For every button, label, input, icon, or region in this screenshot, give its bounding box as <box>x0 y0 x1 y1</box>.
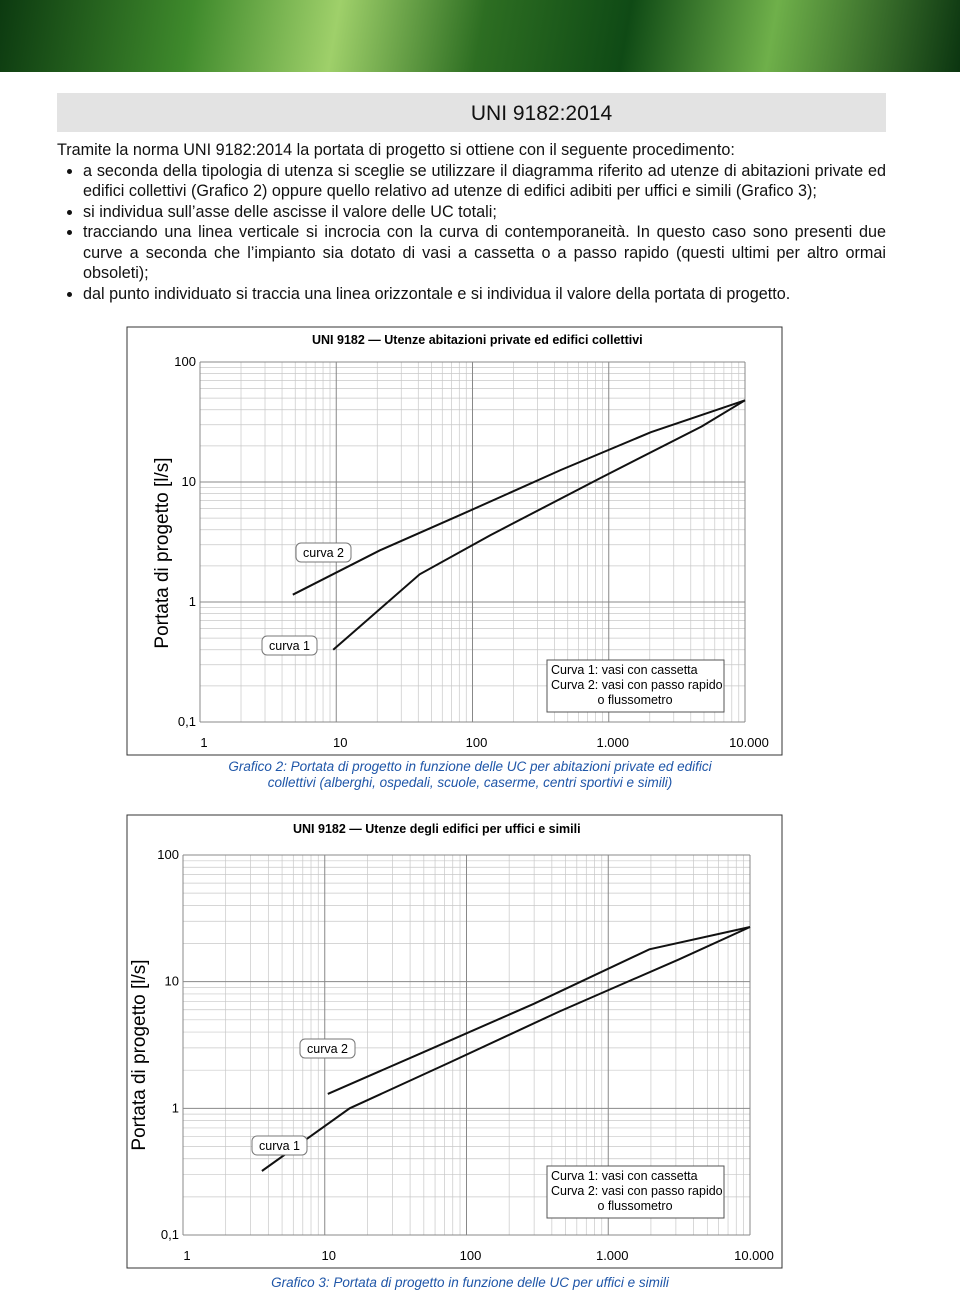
curve-label: curva 1 <box>269 639 310 653</box>
bullet: a seconda della tipologia di utenza si s… <box>83 161 886 202</box>
y-tick-label: 0,1 <box>161 1227 179 1242</box>
curve-label-box <box>299 1038 356 1059</box>
chart-title: UNI 9182 — Utenze abitazioni private ed … <box>312 333 643 347</box>
caption-wrap: Grafico 2: Portata di progetto in funzio… <box>228 759 712 790</box>
bullet: si individua sull’asse delle ascisse il … <box>83 202 886 223</box>
curve-label-box <box>261 635 318 656</box>
legend-box <box>546 659 725 713</box>
bullet: dal punto individuato si traccia una lin… <box>83 284 886 305</box>
y-axis-label: Portata di progetto [l/s] <box>152 457 173 648</box>
curve <box>292 399 746 596</box>
curve <box>261 926 751 1172</box>
y-tick-label: 1 <box>189 594 196 609</box>
x-tick-label: 1 <box>200 735 207 750</box>
y-tick-label: 10 <box>165 974 179 989</box>
legend-text: Curva 1: vasi con cassetta <box>551 1169 698 1183</box>
x-tick-label: 10.000 <box>734 1248 774 1263</box>
curve-label: curva 1 <box>259 1139 300 1153</box>
intro: Tramite la norma UNI 9182:2014 la portat… <box>57 141 735 159</box>
legend-text: Curva 1: vasi con cassetta <box>551 663 698 677</box>
curve-label-box <box>295 542 352 563</box>
legend-box <box>546 1165 725 1219</box>
legend-text: o flussometro <box>597 693 672 707</box>
bullet: tracciando una linea verticale si incroc… <box>83 222 886 284</box>
caption: Grafico 2: Portata di progetto in funzio… <box>228 759 712 790</box>
y-tick-label: 100 <box>174 354 196 369</box>
caption-wrap: Grafico 3: Portata di progetto in funzio… <box>271 1275 669 1290</box>
y-tick-label: 100 <box>157 847 179 862</box>
x-tick-label: 10 <box>333 735 347 750</box>
curve-label: curva 2 <box>307 1042 348 1056</box>
curve <box>332 399 746 651</box>
body-text: Tramite la norma UNI 9182:2014 la portat… <box>57 140 886 304</box>
legend-text: o flussometro <box>597 1199 672 1213</box>
bullet-list: a seconda della tipologia di utenza si s… <box>57 161 886 305</box>
y-axis-label: Portata di progetto [l/s] <box>129 959 150 1150</box>
curve <box>327 926 751 1095</box>
chart-frame <box>126 814 783 1269</box>
banner <box>0 0 960 72</box>
y-tick-label: 1 <box>172 1100 179 1115</box>
x-tick-label: 10 <box>322 1248 336 1263</box>
x-tick-label: 100 <box>460 1248 482 1263</box>
page-title: UNI 9182:2014 <box>470 102 613 125</box>
legend-text: Curva 2: vasi con passo rapido <box>551 1184 723 1198</box>
y-tick-label: 0,1 <box>178 714 196 729</box>
legend-text: Curva 2: vasi con passo rapido <box>551 678 723 692</box>
title-bar: UNI 9182:2014 <box>57 93 886 132</box>
y-tick-label: 10 <box>182 474 196 489</box>
x-tick-label: 1.000 <box>596 1248 629 1263</box>
x-tick-label: 10.000 <box>729 735 769 750</box>
curve-label: curva 2 <box>303 546 344 560</box>
chart-frame <box>126 326 783 756</box>
caption: Grafico 3: Portata di progetto in funzio… <box>271 1275 669 1290</box>
x-tick-label: 1.000 <box>596 735 629 750</box>
curve-label-box <box>251 1135 308 1156</box>
x-tick-label: 1 <box>183 1248 190 1263</box>
chart-title: UNI 9182 — Utenze degli edifici per uffi… <box>293 822 581 836</box>
x-tick-label: 100 <box>466 735 488 750</box>
